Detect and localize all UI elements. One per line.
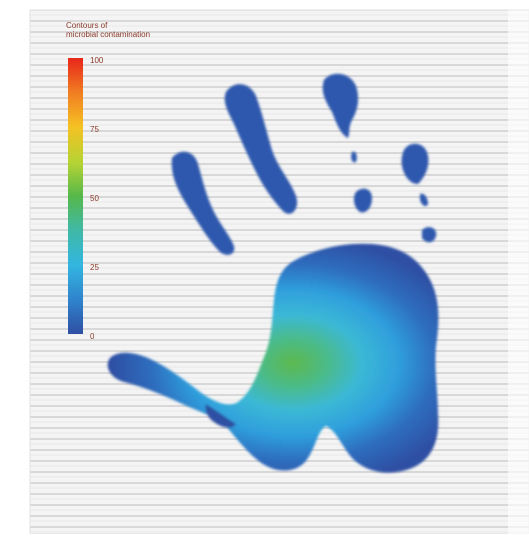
legend-title-line1: Contours of xyxy=(66,21,108,30)
finger-ring xyxy=(322,73,359,138)
handprint xyxy=(107,73,439,473)
finger-middle xyxy=(224,84,298,214)
tick-label-100: 100 xyxy=(90,56,104,65)
legend-title-line2: microbial contamination xyxy=(66,30,151,39)
finger-pinky xyxy=(401,143,429,184)
tick-label-75: 75 xyxy=(90,125,99,134)
legend-title: Contours of microbial contamination xyxy=(66,21,150,39)
colorbar xyxy=(68,58,83,334)
tick-label-25: 25 xyxy=(90,263,99,272)
finger-index xyxy=(171,151,235,255)
tick-label-50: 50 xyxy=(90,194,99,203)
tick-label-0: 0 xyxy=(90,332,95,341)
palm-region xyxy=(107,243,439,473)
